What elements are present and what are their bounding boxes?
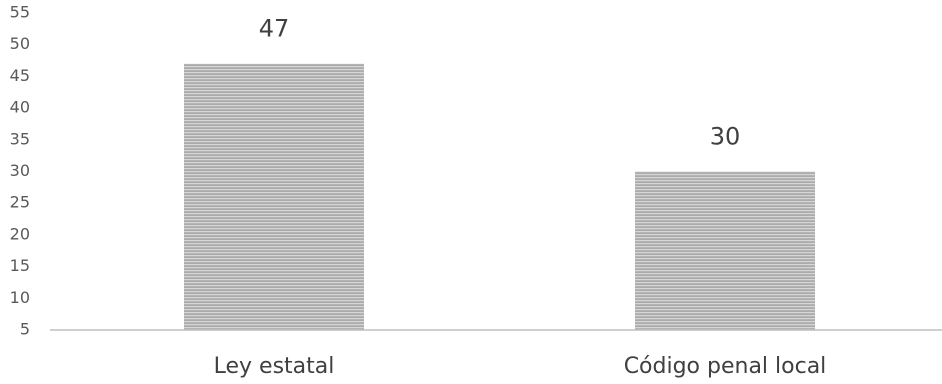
category-labels: Ley estatal Código penal local: [214, 354, 827, 379]
data-labels: 47 30: [259, 15, 741, 151]
y-tick-label: 5: [20, 320, 30, 339]
y-tick-label: 10: [10, 288, 30, 307]
bar: [184, 63, 364, 330]
y-tick-label: 25: [10, 193, 30, 212]
y-tick-label: 20: [10, 224, 30, 243]
bars: [184, 63, 815, 330]
y-tick-label: 40: [10, 98, 30, 117]
bar: [635, 171, 815, 330]
y-tick-label: 55: [10, 3, 30, 22]
y-tick-label: 30: [10, 161, 30, 180]
y-tick-label: 15: [10, 256, 30, 275]
category-label: Ley estatal: [214, 354, 335, 379]
y-tick-label: 45: [10, 66, 30, 85]
data-label: 47: [259, 15, 290, 43]
y-axis-ticks: 5 10 15 20 25 30 35 40 45 50 55: [10, 3, 30, 339]
y-tick-label: 50: [10, 34, 30, 53]
y-tick-label: 35: [10, 129, 30, 148]
data-label: 30: [710, 123, 741, 151]
category-label: Código penal local: [624, 354, 827, 379]
